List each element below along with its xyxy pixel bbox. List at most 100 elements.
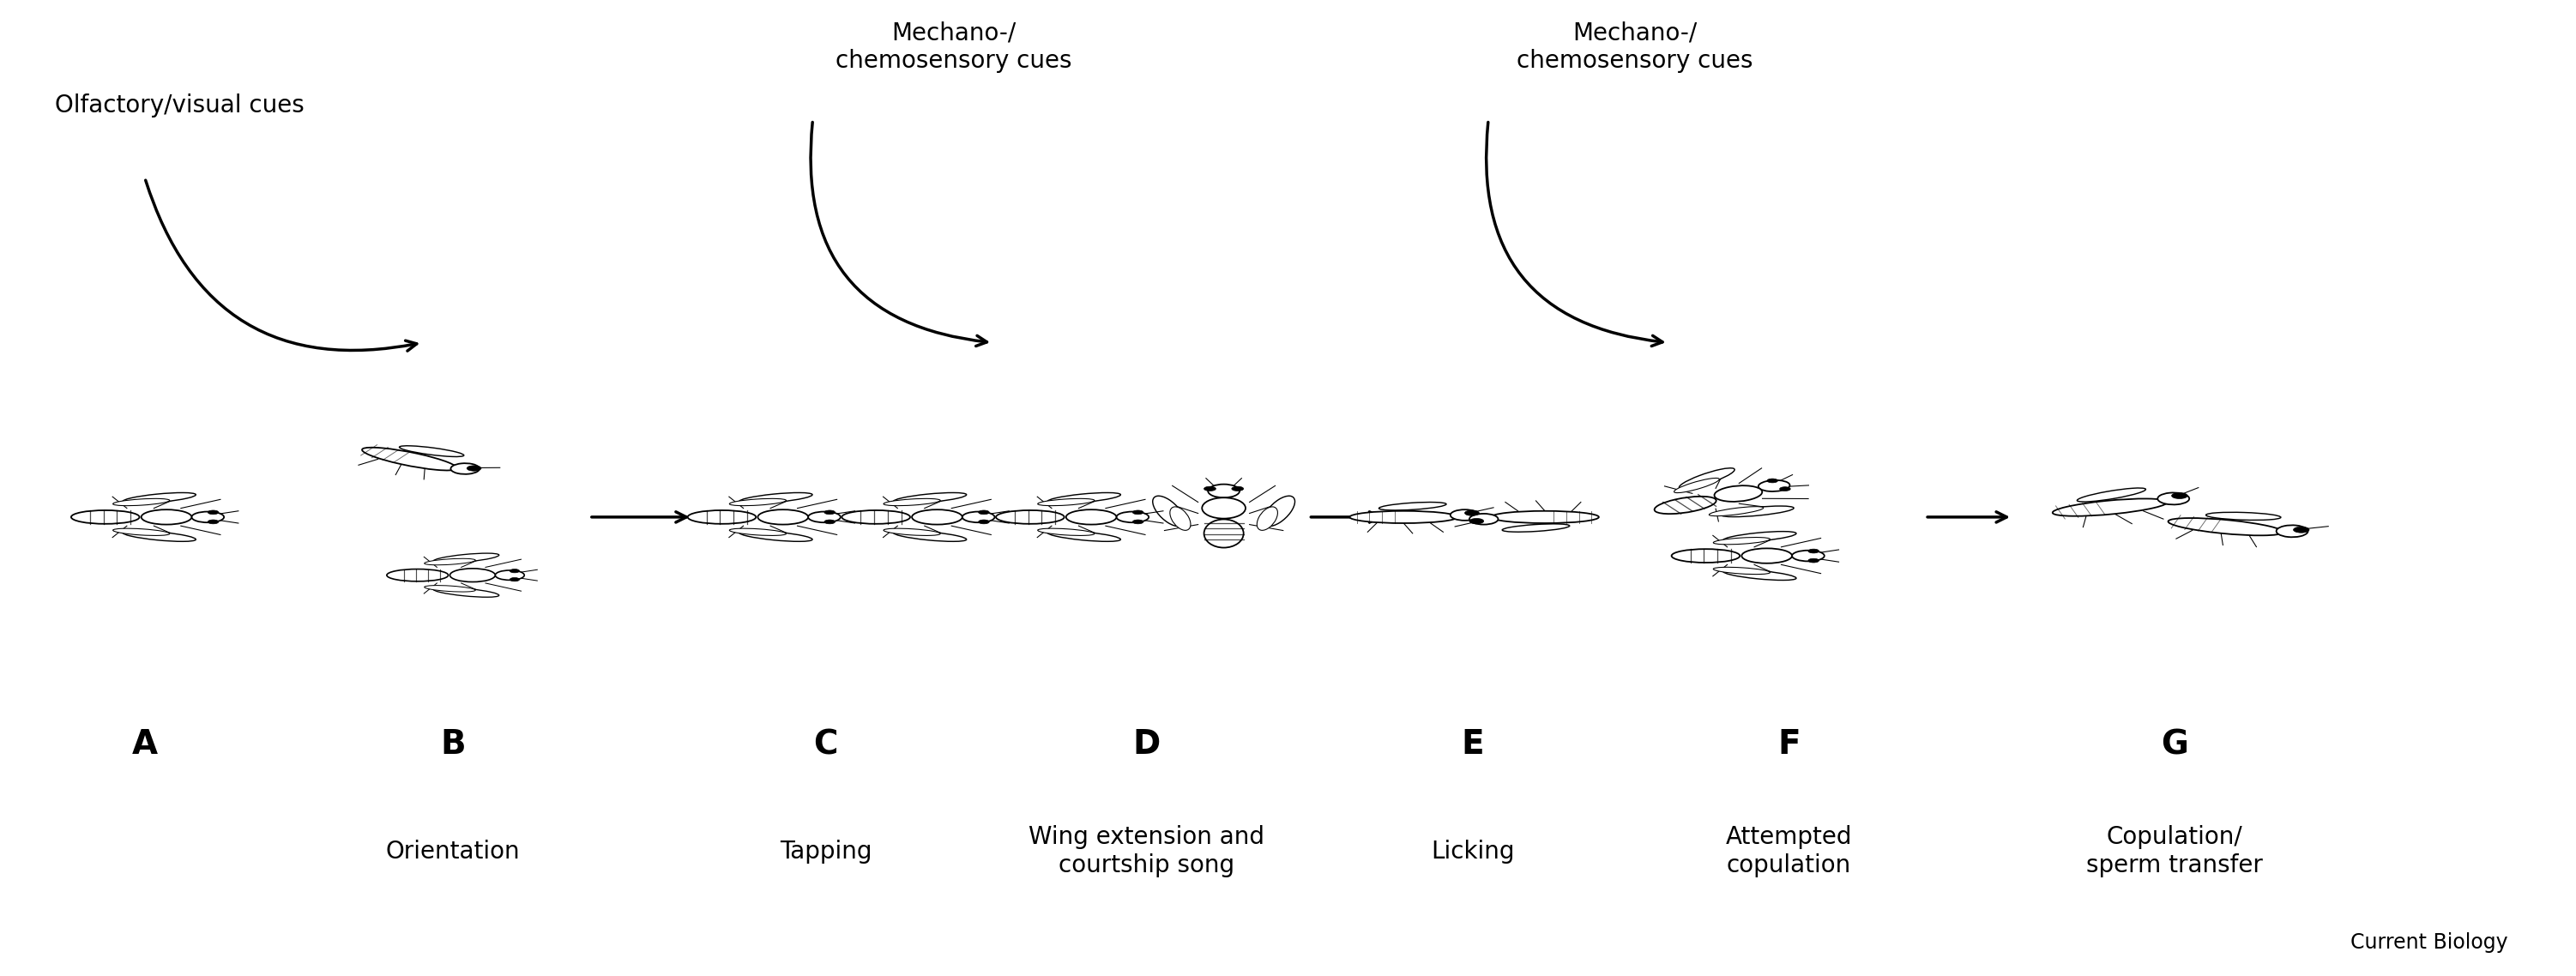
Ellipse shape	[979, 520, 989, 524]
Ellipse shape	[894, 531, 966, 542]
Ellipse shape	[1713, 486, 1762, 502]
Ellipse shape	[1257, 507, 1278, 530]
Text: Current Biology: Current Biology	[2352, 932, 2509, 953]
Text: Olfactory/visual cues: Olfactory/visual cues	[54, 94, 304, 117]
Ellipse shape	[451, 464, 479, 474]
Ellipse shape	[1674, 478, 1718, 493]
Ellipse shape	[2076, 488, 2146, 502]
Ellipse shape	[1048, 493, 1121, 504]
Ellipse shape	[142, 509, 191, 524]
Text: G: G	[2161, 728, 2187, 761]
Ellipse shape	[688, 510, 755, 524]
Ellipse shape	[466, 466, 482, 471]
Ellipse shape	[1767, 478, 1777, 483]
Ellipse shape	[433, 553, 500, 563]
Text: B: B	[440, 728, 466, 761]
Ellipse shape	[1492, 511, 1600, 523]
Ellipse shape	[433, 588, 500, 597]
Ellipse shape	[1262, 496, 1296, 526]
Ellipse shape	[1793, 550, 1824, 561]
Text: Attempted
copulation: Attempted copulation	[1726, 826, 1852, 877]
Ellipse shape	[510, 578, 520, 582]
Ellipse shape	[1466, 510, 1479, 515]
Ellipse shape	[1502, 524, 1569, 532]
Ellipse shape	[2172, 493, 2187, 499]
Text: Wing extension and
courtship song: Wing extension and courtship song	[1028, 826, 1265, 877]
Ellipse shape	[912, 509, 963, 524]
Ellipse shape	[1713, 538, 1770, 545]
Ellipse shape	[2277, 525, 2308, 537]
Ellipse shape	[1038, 528, 1095, 536]
Text: Licking: Licking	[1432, 839, 1515, 864]
Ellipse shape	[451, 568, 495, 582]
Ellipse shape	[1759, 480, 1790, 492]
Text: Copulation/
sperm transfer: Copulation/ sperm transfer	[2087, 826, 2262, 877]
Ellipse shape	[1723, 532, 1795, 543]
Ellipse shape	[495, 570, 526, 580]
Ellipse shape	[884, 499, 940, 506]
Text: Tapping: Tapping	[781, 839, 871, 864]
Ellipse shape	[1450, 509, 1479, 520]
Ellipse shape	[113, 528, 170, 536]
Ellipse shape	[1721, 506, 1793, 517]
Ellipse shape	[894, 493, 966, 504]
Ellipse shape	[1808, 549, 1819, 553]
Ellipse shape	[124, 531, 196, 542]
Ellipse shape	[1208, 484, 1239, 498]
Ellipse shape	[2159, 493, 2190, 505]
Ellipse shape	[842, 510, 909, 524]
Ellipse shape	[1203, 486, 1216, 491]
Ellipse shape	[2169, 518, 2282, 536]
Ellipse shape	[729, 528, 786, 536]
Text: D: D	[1133, 728, 1162, 761]
Ellipse shape	[1723, 569, 1795, 580]
Ellipse shape	[739, 493, 811, 504]
Text: C: C	[814, 728, 837, 761]
Text: E: E	[1461, 728, 1484, 761]
Ellipse shape	[1203, 498, 1247, 518]
Ellipse shape	[510, 569, 520, 573]
Text: A: A	[131, 728, 157, 761]
Ellipse shape	[2293, 527, 2308, 533]
Ellipse shape	[1468, 513, 1499, 524]
Ellipse shape	[209, 520, 219, 524]
Ellipse shape	[729, 499, 786, 506]
Ellipse shape	[425, 586, 477, 591]
Ellipse shape	[1378, 503, 1445, 510]
Ellipse shape	[1231, 486, 1244, 491]
Ellipse shape	[1151, 496, 1185, 526]
Ellipse shape	[1133, 520, 1144, 524]
Ellipse shape	[386, 569, 448, 582]
Ellipse shape	[1654, 497, 1716, 514]
Ellipse shape	[1133, 510, 1144, 514]
Ellipse shape	[1203, 519, 1244, 548]
Text: Orientation: Orientation	[386, 839, 520, 864]
Ellipse shape	[209, 510, 219, 514]
Text: Mechano-/
chemosensory cues: Mechano-/ chemosensory cues	[1517, 21, 1752, 73]
Ellipse shape	[113, 499, 170, 506]
Text: Mechano-/
chemosensory cues: Mechano-/ chemosensory cues	[835, 21, 1072, 73]
Ellipse shape	[884, 528, 940, 536]
Ellipse shape	[399, 446, 464, 457]
Ellipse shape	[824, 510, 835, 514]
Ellipse shape	[757, 509, 809, 524]
Ellipse shape	[425, 558, 477, 565]
Ellipse shape	[72, 510, 139, 524]
Ellipse shape	[1808, 558, 1819, 562]
Ellipse shape	[2205, 512, 2280, 520]
Ellipse shape	[739, 531, 811, 542]
Ellipse shape	[1170, 507, 1190, 530]
Ellipse shape	[1680, 468, 1734, 489]
Ellipse shape	[824, 520, 835, 524]
Ellipse shape	[1780, 487, 1790, 491]
Ellipse shape	[1115, 511, 1149, 522]
Ellipse shape	[1066, 509, 1115, 524]
Ellipse shape	[1038, 499, 1095, 506]
Ellipse shape	[997, 510, 1064, 524]
Ellipse shape	[363, 447, 456, 470]
Ellipse shape	[809, 511, 840, 522]
Text: F: F	[1777, 728, 1801, 761]
Ellipse shape	[1048, 531, 1121, 542]
Ellipse shape	[1672, 549, 1739, 562]
Ellipse shape	[1468, 518, 1484, 524]
